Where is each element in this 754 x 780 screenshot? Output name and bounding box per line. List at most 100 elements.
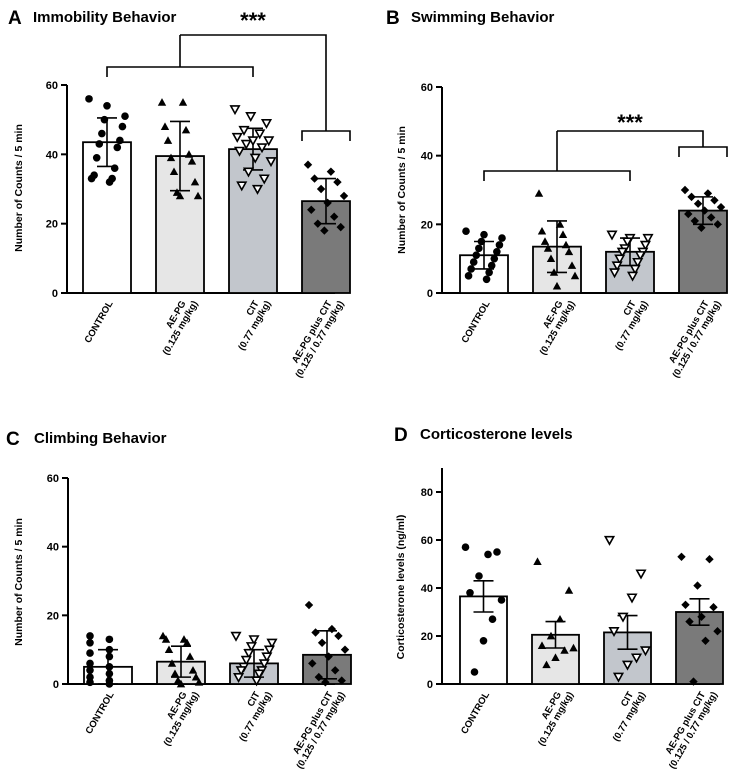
data-point-3: [627, 271, 639, 282]
data-point-2: [533, 557, 542, 565]
panel-title-a: Immobility Behavior: [33, 9, 177, 26]
data-point-2: [185, 652, 195, 660]
data-point-4: [304, 600, 314, 610]
data-point-1: [121, 112, 129, 120]
y-tick-label: 20: [421, 631, 433, 643]
panel-d: D Corticosterone levels Corticosterone l…: [394, 425, 724, 771]
data-point-3: [626, 593, 638, 604]
data-point-1: [498, 234, 506, 242]
data-point-1: [479, 637, 488, 645]
significance-bracket: [106, 34, 351, 141]
y-tick-label: 20: [421, 219, 433, 231]
data-point-1: [118, 122, 127, 131]
error-bar-1: [473, 579, 494, 613]
panel-letter-b: B: [386, 8, 400, 29]
y-tick-label: 0: [52, 288, 58, 300]
data-point-1: [461, 543, 470, 551]
y-tick-label: 0: [427, 679, 433, 691]
data-point-2: [564, 247, 574, 256]
data-point-2: [537, 227, 547, 235]
data-point-2: [175, 191, 185, 200]
data-point-2: [170, 669, 180, 678]
data-point-4: [703, 189, 713, 198]
data-point-1: [485, 268, 493, 277]
data-point-4: [681, 600, 690, 609]
data-point-4: [680, 185, 690, 195]
data-point-4: [716, 202, 726, 212]
data-point-1: [85, 95, 93, 103]
data-point-3: [639, 240, 651, 251]
data-point-2: [558, 230, 568, 238]
data-point-4: [340, 645, 350, 654]
y-tick-label: 80: [421, 487, 433, 499]
y-tick-label: 40: [47, 542, 59, 554]
data-point-1: [86, 649, 94, 657]
data-point-1: [110, 164, 119, 172]
data-point-4: [303, 160, 313, 169]
data-point-4: [705, 555, 714, 564]
data-point-4: [693, 581, 702, 590]
data-point-2: [164, 645, 174, 654]
y-tick-label: 60: [46, 80, 58, 92]
data-point-1: [469, 258, 478, 266]
y-tick-label: 40: [46, 149, 58, 161]
data-point-4: [339, 191, 349, 201]
data-point-2: [191, 672, 201, 681]
data-point-3: [249, 153, 261, 164]
data-point-4: [677, 552, 686, 561]
category-label-1: CONTROL: [83, 299, 116, 345]
data-point-2: [157, 98, 167, 106]
data-point-4: [687, 192, 696, 202]
data-point-2: [560, 646, 569, 654]
data-point-3: [263, 136, 275, 147]
data-point-3: [229, 105, 241, 116]
data-point-3: [245, 112, 257, 123]
data-point-1: [477, 237, 486, 246]
data-point-3: [621, 237, 633, 248]
data-point-4: [690, 216, 700, 226]
panel-title-d: Corticosterone levels: [420, 426, 573, 443]
data-point-2: [161, 635, 171, 643]
data-point-1: [95, 140, 104, 148]
category-label-1: CONTROL: [459, 690, 492, 736]
panel-letter-c: C: [6, 429, 20, 450]
data-point-4: [706, 213, 716, 222]
data-point-4: [685, 617, 694, 626]
data-point-2: [166, 153, 176, 162]
data-point-2: [193, 191, 203, 200]
data-point-4: [321, 678, 330, 687]
data-point-1: [484, 550, 492, 559]
data-point-3: [233, 672, 245, 683]
data-point-1: [98, 129, 106, 138]
y-axis-label-c: Number of Counts / 5 min: [13, 518, 25, 646]
data-point-4: [697, 223, 706, 232]
data-point-2: [570, 271, 580, 280]
data-point-1: [116, 136, 124, 145]
data-point-1: [464, 272, 473, 280]
data-point-3: [258, 174, 270, 185]
data-point-3: [603, 535, 616, 546]
data-point-3: [245, 642, 257, 653]
y-tick-label: 20: [47, 610, 59, 622]
bar-1: [82, 141, 132, 294]
data-point-1: [86, 678, 94, 687]
data-point-3: [612, 672, 625, 683]
data-point-4: [307, 205, 316, 214]
data-point-3: [635, 569, 647, 580]
data-point-2: [540, 237, 550, 245]
data-point-2: [534, 189, 544, 197]
data-point-1: [475, 572, 483, 580]
data-point-3: [629, 264, 641, 275]
panel-c: C Climbing Behavior Number of Counts / 5…: [6, 429, 352, 771]
data-point-3: [639, 646, 652, 657]
y-tick-label: 0: [427, 288, 433, 300]
data-point-1: [105, 652, 114, 661]
data-point-2: [555, 220, 565, 228]
data-point-3: [254, 129, 266, 140]
data-point-3: [608, 627, 620, 638]
data-point-3: [240, 139, 252, 150]
data-point-2: [549, 268, 559, 276]
data-point-2: [188, 666, 198, 674]
